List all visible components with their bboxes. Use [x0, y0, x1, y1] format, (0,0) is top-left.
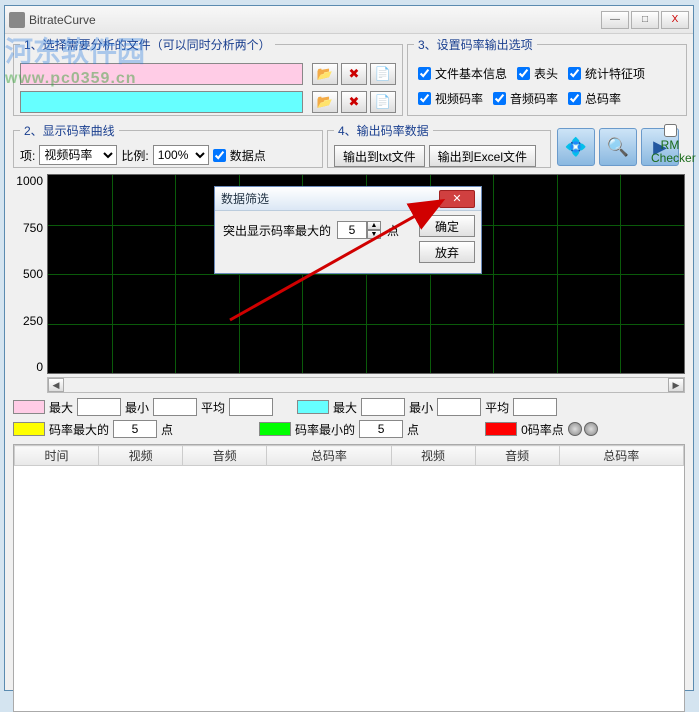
swatch-pink	[13, 400, 45, 414]
col-video2[interactable]: 视频	[391, 446, 475, 466]
chk-stats[interactable]: 统计特征项	[568, 65, 645, 82]
delete-file-1-button[interactable]: ✖	[341, 63, 367, 85]
scroll-left-button[interactable]: ◀	[48, 378, 64, 392]
group1-legend: 1、选择需要分析的文件（可以同时分析两个）	[20, 36, 275, 53]
max2-value	[361, 398, 405, 416]
output-data-group: 4、输出码率数据 输出到txt文件 输出到Excel文件	[327, 122, 551, 168]
app-icon	[9, 12, 25, 28]
item-label: 项:	[20, 147, 35, 164]
close-button[interactable]: X	[661, 11, 689, 29]
dialog-titlebar[interactable]: 数据筛选 ✕	[215, 187, 481, 211]
chart-scrollbar[interactable]: ◀ ▶	[47, 377, 685, 393]
max1-value	[77, 398, 121, 416]
open-file-1-button[interactable]: 📂	[312, 63, 338, 85]
swatch-green	[259, 422, 291, 436]
export-txt-button[interactable]: 输出到txt文件	[334, 145, 425, 167]
data-table[interactable]: 时间 视频 音频 总码率 视频 音频 总码率	[13, 444, 685, 712]
dialog-text: 突出显示码率最大的	[223, 222, 331, 239]
chk-total[interactable]: 总码率	[568, 90, 621, 107]
col-total2[interactable]: 总码率	[559, 446, 683, 466]
group2-legend: 2、显示码率曲线	[20, 122, 119, 139]
export-excel-button[interactable]: 输出到Excel文件	[429, 145, 536, 167]
file-input-2[interactable]	[20, 91, 303, 113]
ratio-select[interactable]: 100%	[153, 145, 209, 165]
max-label2: 最大	[331, 399, 359, 416]
spinner-input[interactable]	[337, 221, 367, 239]
output-options-group: 3、设置码率输出选项 文件基本信息 表头 统计特征项 视频码率 音频码率 总码率	[407, 36, 687, 116]
ytick: 1000	[16, 174, 43, 188]
swatch-red	[485, 422, 517, 436]
minrate-value[interactable]: 5	[359, 420, 403, 438]
swatch-cyan	[297, 400, 329, 414]
filter-dialog: 数据筛选 ✕ 突出显示码率最大的 ▲▼ 点 确定 放弃	[214, 186, 482, 274]
doc-file-1-button[interactable]: 📄	[370, 63, 396, 85]
col-audio2[interactable]: 音频	[475, 446, 559, 466]
doc-file-2-button[interactable]: 📄	[370, 91, 396, 113]
min1-value	[153, 398, 197, 416]
file-input-1[interactable]	[20, 63, 303, 85]
dialog-cancel-button[interactable]: 放弃	[419, 241, 475, 263]
dialog-spinner[interactable]: ▲▼	[337, 221, 381, 239]
swatch-yellow	[13, 422, 45, 436]
maxrate-value[interactable]: 5	[113, 420, 157, 438]
col-video1[interactable]: 视频	[99, 446, 183, 466]
maximize-button[interactable]: □	[631, 11, 659, 29]
min-label: 最小	[123, 399, 151, 416]
avg1-value	[229, 398, 273, 416]
ytick: 0	[36, 360, 43, 374]
open-file-2-button[interactable]: 📂	[312, 91, 338, 113]
dot2[interactable]	[584, 422, 598, 436]
scroll-right-button[interactable]: ▶	[668, 378, 684, 392]
dialog-title: 数据筛选	[221, 190, 439, 207]
col-total1[interactable]: 总码率	[267, 446, 391, 466]
tool-icon-2[interactable]: 🔍	[599, 128, 637, 166]
dialog-ok-button[interactable]: 确定	[419, 215, 475, 237]
dialog-unit: 点	[387, 222, 399, 239]
dian1: 点	[159, 421, 175, 438]
spin-up-button[interactable]: ▲	[367, 221, 381, 230]
stats-row-1: 最大 最小 平均 最大 最小 平均	[13, 398, 689, 416]
chk-fileinfo[interactable]: 文件基本信息	[418, 65, 507, 82]
file-select-group: 1、选择需要分析的文件（可以同时分析两个） 📂 ✖ 📄 📂 ✖ 📄	[13, 36, 403, 116]
max-label: 最大	[47, 399, 75, 416]
window-title: BitrateCurve	[29, 13, 601, 27]
minimize-button[interactable]: —	[601, 11, 629, 29]
chk-header[interactable]: 表头	[517, 65, 558, 82]
avg-label2: 平均	[483, 399, 511, 416]
avg2-value	[513, 398, 557, 416]
min-label2: 最小	[407, 399, 435, 416]
chk-datapoint[interactable]: 数据点	[213, 147, 266, 164]
scroll-track[interactable]	[64, 378, 668, 392]
tool-icon-1[interactable]: 💠	[557, 128, 595, 166]
col-audio1[interactable]: 音频	[183, 446, 267, 466]
item-select[interactable]: 视频码率	[39, 145, 117, 165]
y-axis: 1000 750 500 250 0	[13, 174, 47, 374]
min2-value	[437, 398, 481, 416]
ratio-label: 比例:	[121, 147, 148, 164]
minrate-label: 码率最小的	[293, 421, 357, 438]
col-time[interactable]: 时间	[15, 446, 99, 466]
ytick: 500	[23, 267, 43, 281]
group4-legend: 4、输出码率数据	[334, 122, 433, 139]
chk-video[interactable]: 视频码率	[418, 90, 483, 107]
display-curve-group: 2、显示码率曲线 项: 视频码率 比例: 100% 数据点	[13, 122, 323, 168]
dian2: 点	[405, 421, 421, 438]
ytick: 250	[23, 314, 43, 328]
rm-checker[interactable]: RMChecker	[651, 122, 689, 165]
dot1[interactable]	[568, 422, 582, 436]
group3-legend: 3、设置码率输出选项	[414, 36, 537, 53]
dialog-close-button[interactable]: ✕	[439, 190, 475, 208]
ytick: 750	[23, 221, 43, 235]
spin-down-button[interactable]: ▼	[367, 230, 381, 239]
main-window: BitrateCurve — □ X 河东软件园 www.pc0359.cn 1…	[4, 5, 694, 691]
delete-file-2-button[interactable]: ✖	[341, 91, 367, 113]
avg-label: 平均	[199, 399, 227, 416]
maxrate-label: 码率最大的	[47, 421, 111, 438]
titlebar[interactable]: BitrateCurve — □ X	[5, 6, 693, 34]
stats-row-2: 码率最大的 5 点 码率最小的 5 点 0码率点	[13, 420, 689, 438]
zerorate-label: 0码率点	[519, 421, 566, 438]
chk-audio[interactable]: 音频码率	[493, 90, 558, 107]
